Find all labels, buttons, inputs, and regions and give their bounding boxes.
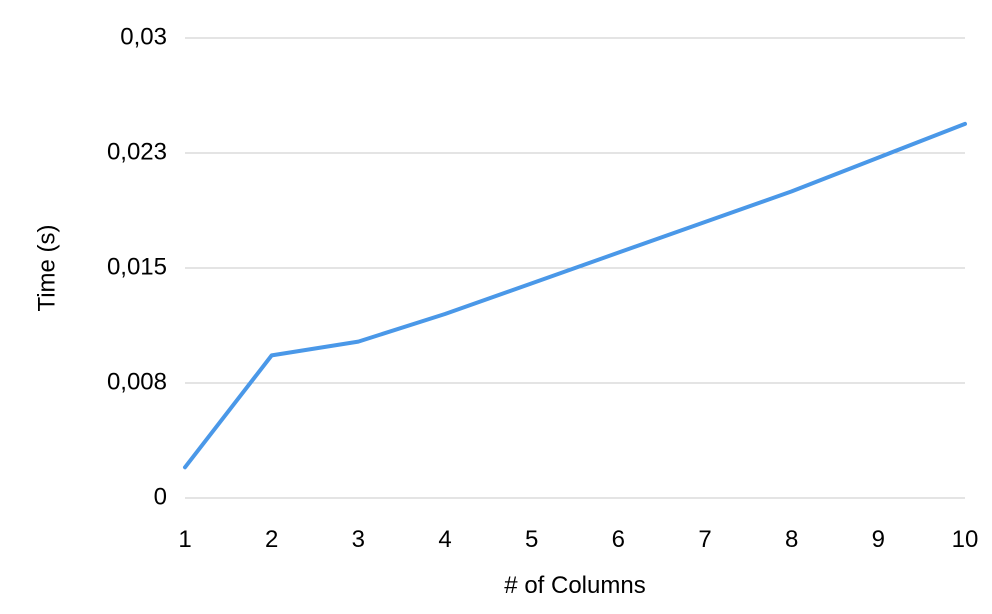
- chart-container: 0 0,008 0,015 0,023 0,03 1 2 3 4 5 6 7 8 9 10 Time (s) #…: [0, 0, 992, 614]
- x-tick-label: 9: [872, 526, 885, 553]
- x-tick-label: 2: [265, 526, 278, 553]
- line-chart: 0 0,008 0,015 0,023 0,03 1 2 3 4 5 6 7 8 9 10 Time (s) #…: [0, 0, 992, 614]
- x-tick-label: 10: [952, 526, 979, 553]
- x-axis-label: # of Columns: [504, 572, 645, 599]
- x-tick-label: 7: [698, 526, 711, 553]
- y-tick-label: 0,023: [107, 138, 167, 165]
- y-tick-label: 0,008: [107, 368, 167, 395]
- x-tick-label: 8: [785, 526, 798, 553]
- y-axis-label: Time (s): [33, 224, 60, 311]
- y-tick-label: 0,015: [107, 253, 167, 280]
- x-tick-label: 6: [612, 526, 625, 553]
- x-tick-label: 1: [178, 526, 191, 553]
- x-tick-label: 4: [438, 526, 451, 553]
- y-tick-label: 0: [154, 483, 167, 510]
- x-tick-label: 3: [352, 526, 365, 553]
- x-tick-label: 5: [525, 526, 538, 553]
- y-tick-label: 0,03: [120, 23, 167, 50]
- chart-background: [0, 0, 992, 614]
